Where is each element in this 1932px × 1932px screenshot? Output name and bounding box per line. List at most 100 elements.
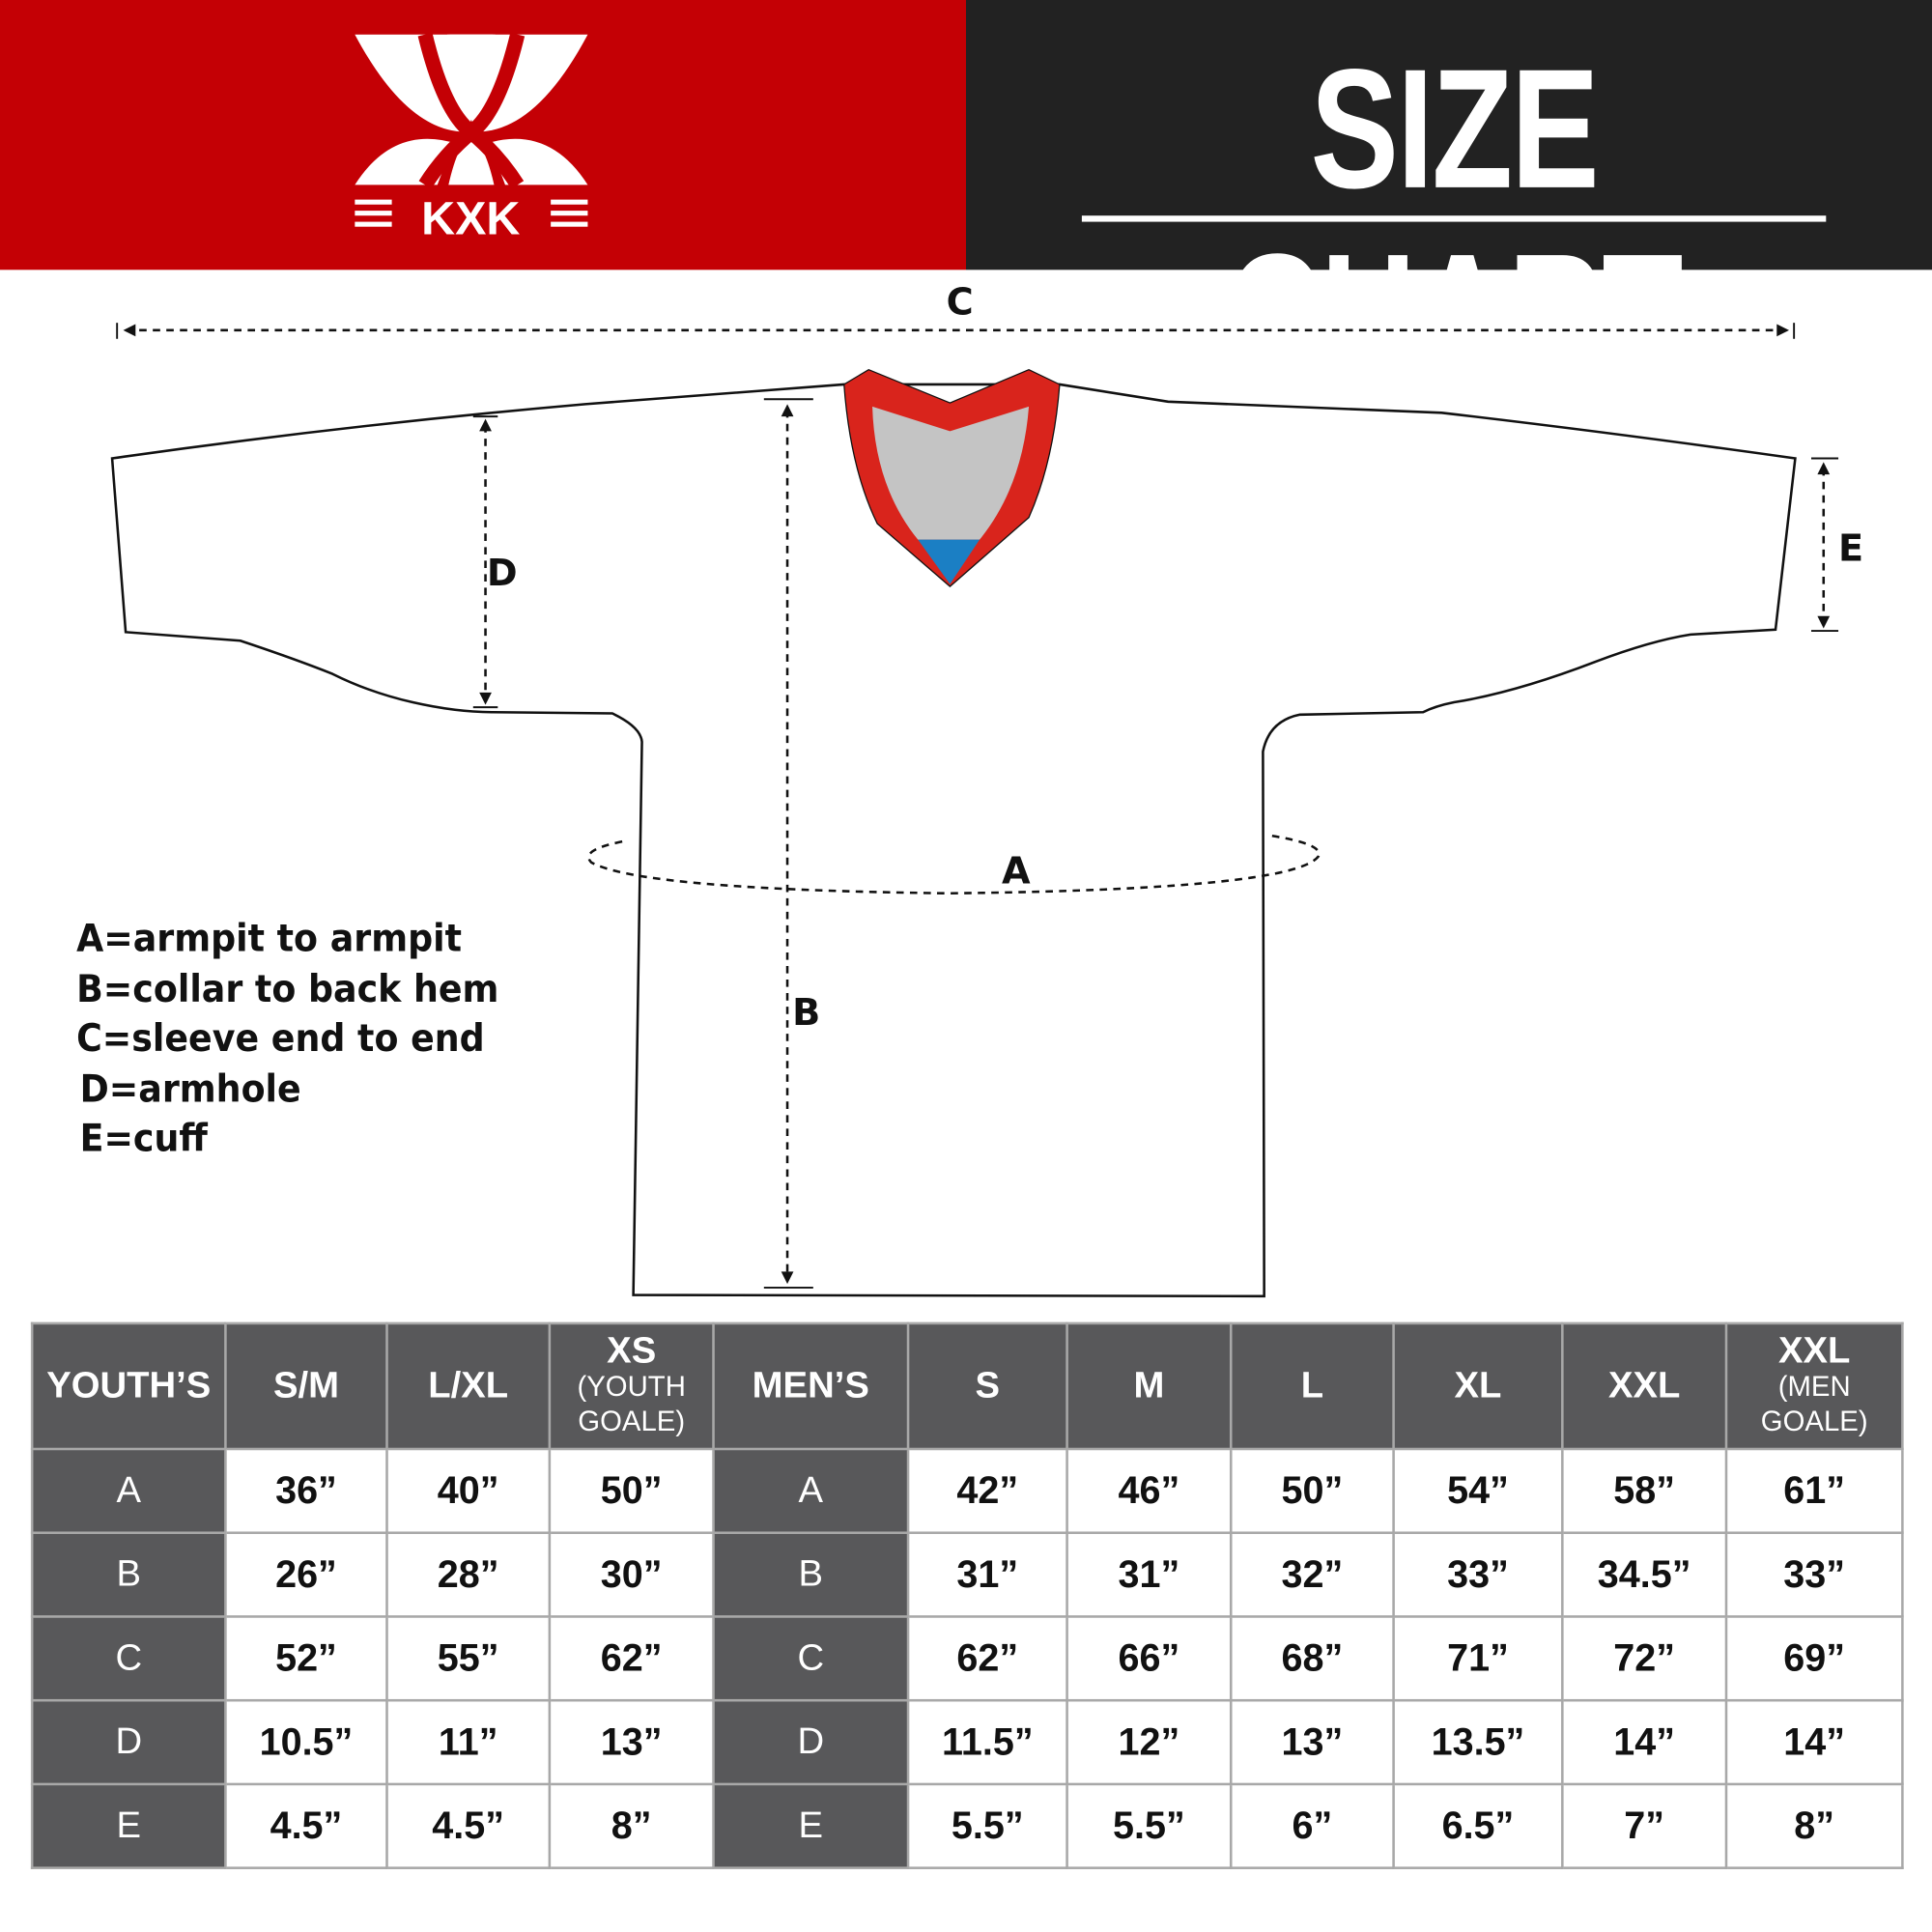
size-cell: 4.5” bbox=[224, 1782, 388, 1869]
size-cell: 5.5” bbox=[906, 1782, 1068, 1869]
size-cell: 62” bbox=[548, 1615, 715, 1702]
row-key: C bbox=[712, 1615, 910, 1702]
table-header-row: YOUTH’S S/M L/XL XS (YOUTH GOALE) MEN’S S M L XL X… bbox=[30, 1321, 1904, 1451]
size-cell: 55” bbox=[385, 1615, 552, 1702]
size-cell: 33” bbox=[1724, 1531, 1904, 1618]
header-label: MEN’S bbox=[752, 1365, 869, 1406]
collar bbox=[843, 368, 1061, 587]
size-cell: 40” bbox=[385, 1447, 552, 1535]
size-cell: 13” bbox=[1229, 1698, 1395, 1786]
legend-item-b: B=collar to back hem bbox=[76, 966, 499, 1011]
size-cell: 32” bbox=[1229, 1531, 1395, 1618]
header-label: S/M bbox=[272, 1365, 339, 1406]
size-cell: 58” bbox=[1561, 1447, 1728, 1535]
row-key: E bbox=[30, 1782, 227, 1869]
measurement-legend: A=armpit to armpit B=collar to back hem … bbox=[76, 914, 498, 1163]
size-cell: 36” bbox=[224, 1447, 388, 1535]
size-cell: 6.5” bbox=[1392, 1782, 1564, 1869]
size-cell: 14” bbox=[1561, 1698, 1728, 1786]
size-cell: 14” bbox=[1724, 1698, 1904, 1786]
size-cell: 4.5” bbox=[385, 1782, 552, 1869]
size-cell: 13” bbox=[548, 1698, 715, 1786]
header-label: S bbox=[975, 1365, 1001, 1406]
row-key: A bbox=[30, 1447, 227, 1535]
label-a: A bbox=[1001, 850, 1031, 894]
size-cell: 71” bbox=[1392, 1615, 1564, 1702]
kxk-logo: KXK bbox=[355, 32, 588, 244]
size-cell: 52” bbox=[224, 1615, 388, 1702]
header-sublabel: (MEN GOALE) bbox=[1760, 1370, 1868, 1437]
column-header: XXL bbox=[1561, 1321, 1728, 1451]
table-row: D 10.5” 11” 13” D 11.5” 12” 13” 13.5” 14” 14” bbox=[30, 1698, 1904, 1786]
column-header: XL bbox=[1392, 1321, 1564, 1451]
size-cell: 33” bbox=[1392, 1531, 1564, 1618]
size-table: YOUTH’S S/M L/XL XS (YOUTH GOALE) MEN’S S M L XL X… bbox=[30, 1321, 1904, 1869]
size-cell: 7” bbox=[1561, 1782, 1728, 1869]
table-row: C 52” 55” 62” C 62” 66” 68” 71” 72” 69” bbox=[30, 1615, 1904, 1702]
row-key: E bbox=[712, 1782, 910, 1869]
size-cell: 50” bbox=[548, 1447, 715, 1535]
header-label: XS bbox=[607, 1330, 657, 1372]
header-label: YOUTH’S bbox=[46, 1365, 212, 1406]
brand-header: KXK bbox=[0, 0, 966, 270]
legend-item-d: D=armhole bbox=[79, 1065, 301, 1111]
row-key: B bbox=[712, 1531, 910, 1618]
size-cell: 31” bbox=[906, 1531, 1068, 1618]
size-cell: 54” bbox=[1392, 1447, 1564, 1535]
size-cell: 5.5” bbox=[1065, 1782, 1233, 1869]
header-label: L bbox=[1300, 1365, 1324, 1406]
header-label: XXL bbox=[1777, 1330, 1851, 1372]
legend-item-e: E=cuff bbox=[79, 1116, 208, 1161]
label-b: B bbox=[792, 991, 821, 1036]
page-title: SIZE CHART bbox=[1226, 34, 1684, 410]
size-cell: 12” bbox=[1065, 1698, 1233, 1786]
size-cell: 6” bbox=[1229, 1782, 1395, 1869]
size-cell: 62” bbox=[906, 1615, 1068, 1702]
table-row: B 26” 28” 30” B 31” 31” 32” 33” 34.5” 33” bbox=[30, 1531, 1904, 1618]
size-cell: 34.5” bbox=[1561, 1531, 1728, 1618]
size-cell: 10.5” bbox=[224, 1698, 388, 1786]
size-cell: 11.5” bbox=[906, 1698, 1068, 1786]
size-cell: 28” bbox=[385, 1531, 552, 1618]
size-cell: 30” bbox=[548, 1531, 715, 1618]
column-header: L bbox=[1229, 1321, 1395, 1451]
label-d: D bbox=[486, 552, 518, 596]
column-header: MEN’S bbox=[712, 1321, 910, 1451]
size-cell: 66” bbox=[1065, 1615, 1233, 1702]
size-cell: 13.5” bbox=[1392, 1698, 1564, 1786]
size-cell: 68” bbox=[1229, 1615, 1395, 1702]
header-label: M bbox=[1133, 1365, 1165, 1406]
title-header bbox=[965, 0, 1932, 270]
size-cell: 50” bbox=[1229, 1447, 1395, 1535]
logo-wordmark: KXK bbox=[421, 192, 520, 244]
measure-lines bbox=[126, 328, 1826, 1278]
row-key: D bbox=[30, 1698, 227, 1786]
table-row: E 4.5” 4.5” 8” E 5.5” 5.5” 6” 6.5” 7” 8” bbox=[30, 1782, 1904, 1869]
table-row: A 36” 40” 50” A 42” 46” 50” 54” 58” 61” bbox=[30, 1447, 1904, 1535]
column-header: L/XL bbox=[385, 1321, 552, 1451]
size-cell: 11” bbox=[385, 1698, 552, 1786]
size-cell: 61” bbox=[1724, 1447, 1904, 1535]
size-cell: 8” bbox=[1724, 1782, 1904, 1869]
header-label: L/XL bbox=[428, 1365, 509, 1406]
column-header: XS (YOUTH GOALE) bbox=[548, 1321, 715, 1451]
arrowheads bbox=[123, 324, 1831, 1285]
row-key: D bbox=[712, 1698, 910, 1786]
size-cell: 72” bbox=[1561, 1615, 1728, 1702]
size-cell: 26” bbox=[224, 1531, 388, 1618]
row-key: A bbox=[712, 1447, 910, 1535]
row-key: B bbox=[30, 1531, 227, 1618]
size-cell: 69” bbox=[1724, 1615, 1904, 1702]
title-underline bbox=[1081, 215, 1827, 222]
size-cell: 8” bbox=[548, 1782, 715, 1869]
column-header: XXL (MEN GOALE) bbox=[1724, 1321, 1904, 1451]
legend-item-a: A=armpit to armpit bbox=[76, 916, 463, 961]
header-label: XXL bbox=[1607, 1365, 1681, 1406]
jersey-outline bbox=[110, 383, 1797, 1298]
header-sublabel: (YOUTH GOALE) bbox=[577, 1370, 686, 1437]
jersey-diagram bbox=[110, 323, 1839, 1298]
label-c: C bbox=[946, 280, 974, 325]
column-header: S/M bbox=[224, 1321, 388, 1451]
column-header: S bbox=[906, 1321, 1068, 1451]
